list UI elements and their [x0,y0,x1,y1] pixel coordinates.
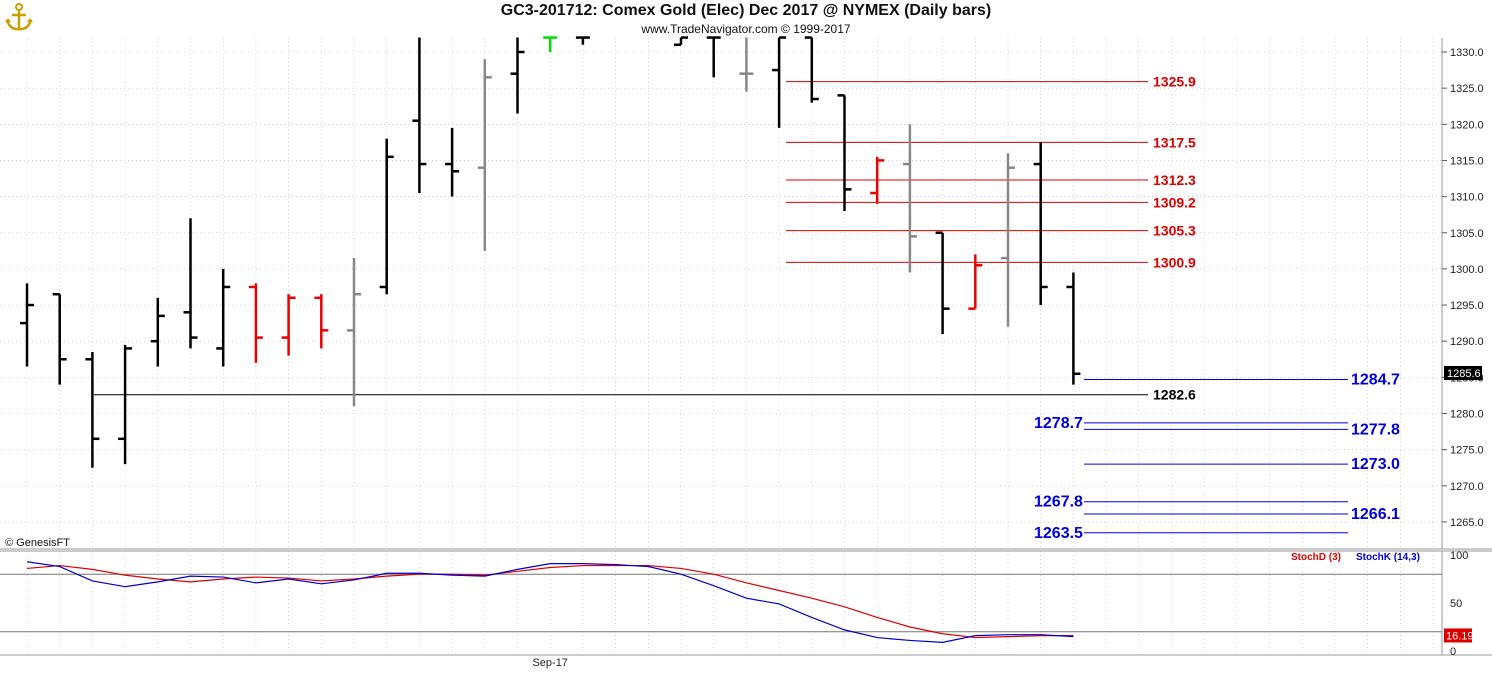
stoch-tick-label: 100 [1450,550,1468,562]
ohlc-bar [968,254,983,310]
ohlc-bar [575,36,590,45]
ohlc-bar [837,94,852,212]
last-price-label: 1285.6 [1447,368,1481,380]
chart-subtitle: www.TradeNavigator.com © 1999-2017 [641,22,851,36]
anchor-icon [5,3,33,31]
stoch-k-legend: StochK (14,3) [1356,552,1420,563]
level-label: 1266.1 [1351,506,1400,523]
grid [0,38,1442,655]
level-label: 1312.3 [1153,172,1196,188]
level-label: 1278.7 [1034,415,1083,432]
ohlc-bar [706,36,721,78]
level-label: 1263.5 [1034,525,1083,542]
ohlc-bar [347,258,361,407]
last-price-box [1444,366,1482,381]
price-tick-label: 1275.0 [1450,445,1484,457]
price-tick-label: 1305.0 [1450,228,1484,240]
watermark: © GenesisFT [5,537,70,549]
ohlc-bar [412,37,427,193]
level-label: 1305.3 [1153,223,1196,239]
stoch-last-label: 16.19 [1446,630,1474,642]
price-tick-label: 1320.0 [1450,119,1484,131]
ohlc-bar [1001,153,1015,327]
ohlc-bar [248,283,263,363]
price-tick-label: 1310.0 [1450,192,1484,204]
ohlc-bar [1066,272,1081,385]
ohlc-bar [150,297,165,367]
price-tick-label: 1300.0 [1450,264,1484,276]
price-tick-label: 1290.0 [1450,336,1484,348]
axes: 1265.01270.01275.01280.01285.01290.01295… [532,47,1484,669]
price-tick-label: 1315.0 [1450,155,1484,167]
x-tick-label: Sep-17 [532,657,567,669]
ohlc-bar [510,37,525,114]
price-bars [20,36,1081,468]
level-label: 1325.9 [1153,74,1196,90]
stoch-d-line [26,564,1074,639]
price-tick-label: 1280.0 [1450,409,1484,421]
stoch-k-line [26,561,1074,643]
ohlc-bar [183,218,198,349]
level-label: 1309.2 [1153,194,1196,210]
level-label: 1317.5 [1153,134,1196,150]
price-tick-label: 1330.0 [1450,47,1484,59]
price-tick-label: 1325.0 [1450,83,1484,95]
ohlc-bar [902,124,917,273]
ohlc-bar [20,283,34,367]
panel-frames [0,38,1492,656]
price-tick-label: 1270.0 [1450,481,1484,493]
stoch-d-legend: StochD (3) [1291,552,1341,563]
ohlc-bar [543,36,558,52]
ohlc-bar [739,37,754,92]
level-label: 1284.7 [1351,372,1400,389]
ohlc-bar [772,36,787,128]
price-levels: 1325.9 1317.5 1312.3 1309.2 1305.3 1300.9 1282… [94,74,1400,542]
chart-title: GC3-201712: Comex Gold (Elec) Dec 2017 @… [500,2,992,19]
stochastic-panel: 0 50 100 StochD (3) StochK (14,3) 16.19 [0,550,1474,658]
ohlc-bar [804,36,819,103]
ohlc-bar [216,268,231,367]
chart-header: GC3-201712: Comex Gold (Elec) Dec 2017 @… [0,0,1492,38]
ohlc-bar [52,292,67,385]
stoch-tick-label: 50 [1450,598,1462,610]
price-tick-label: 1295.0 [1450,300,1484,312]
level-label: 1277.8 [1351,421,1400,438]
ohlc-bar [870,156,885,204]
stoch-tick-label: 0 [1450,646,1456,658]
level-label: 1282.6 [1153,387,1196,403]
ohlc-bar [1033,142,1048,306]
ohlc-bar [314,294,329,349]
ohlc-bar [118,344,133,465]
ohlc-bar [445,127,460,197]
ohlc-bar [477,59,492,251]
ohlc-bar [85,352,100,468]
stoch-last-box [1444,628,1472,643]
ohlc-bar [281,294,296,356]
level-label: 1300.9 [1153,254,1196,270]
price-tick-label: 1265.0 [1450,517,1484,529]
ohlc-bar [379,138,394,295]
level-label: 1267.8 [1034,494,1083,511]
ohlc-bar [674,36,688,47]
ohlc-bar [935,231,950,334]
level-label: 1273.0 [1351,456,1400,473]
